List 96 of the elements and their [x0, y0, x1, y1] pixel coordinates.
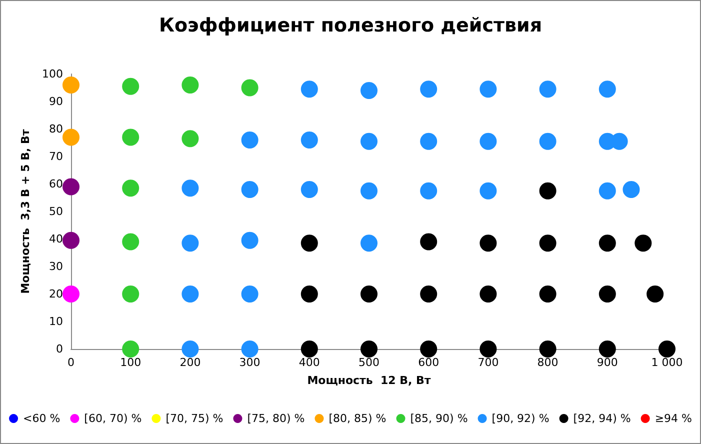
point: [480, 132, 497, 150]
point: [62, 232, 80, 249]
y-tick-label: 10: [49, 315, 63, 328]
point: [122, 180, 140, 197]
legend-label: [60, 70) %: [84, 412, 142, 425]
point: [420, 233, 438, 250]
point: [360, 234, 378, 252]
y-tick-label: 0: [56, 342, 63, 356]
point: [539, 340, 556, 358]
point: [241, 286, 258, 302]
y-tick-label: 40: [49, 232, 63, 246]
point: [62, 128, 80, 146]
legend-label: [80, 85) %: [328, 412, 386, 425]
point: [62, 76, 80, 94]
point: [182, 234, 199, 252]
legend-label: [90, 92) %: [492, 412, 550, 425]
legend-label: [75, 80) %: [247, 412, 305, 425]
point: [480, 286, 497, 302]
x-axis-title: Мощность 12 В, Вт: [307, 374, 432, 387]
point: [300, 132, 318, 148]
point: [420, 80, 438, 98]
point: [182, 130, 199, 148]
point: [122, 78, 140, 95]
point: [241, 181, 258, 198]
y-tick-label: 50: [49, 205, 63, 218]
point: [360, 82, 378, 99]
point: [122, 286, 140, 302]
x-tick-label: 600: [418, 356, 440, 369]
point: [360, 182, 378, 200]
point: [300, 286, 318, 302]
x-tick-label: 800: [537, 356, 558, 369]
x-tick-label: 700: [478, 356, 499, 369]
point: [480, 340, 497, 358]
point: [241, 232, 258, 249]
point: [539, 286, 556, 302]
point: [480, 182, 497, 200]
y-tick-label: 20: [49, 288, 63, 300]
chart-title: Коэффициент полезного действия: [158, 14, 542, 36]
point: [360, 286, 378, 302]
point: [480, 234, 497, 252]
y-tick-label: 60: [49, 178, 63, 190]
legend-label: <60 %: [23, 412, 60, 425]
point: [241, 132, 258, 148]
point: [300, 340, 318, 358]
x-tick-label: 900: [596, 356, 618, 369]
point: [480, 80, 497, 98]
point: [539, 234, 556, 252]
point: [122, 340, 140, 358]
point: [598, 234, 616, 252]
point: [122, 233, 140, 250]
point: [658, 340, 676, 358]
legend-label: ≥94 %: [654, 412, 692, 425]
y-tick-label: 30: [49, 260, 63, 273]
point: [300, 234, 318, 252]
point: [539, 80, 556, 98]
y-tick-label: 80: [49, 122, 63, 136]
point: [598, 286, 616, 302]
point: [182, 76, 199, 94]
x-tick-label: 100: [120, 356, 142, 369]
point: [539, 132, 556, 150]
point: [300, 181, 318, 198]
point: [420, 286, 438, 302]
x-tick-label: 200: [180, 356, 201, 369]
x-tick-label: 400: [298, 356, 320, 369]
point: [622, 181, 640, 198]
point: [598, 182, 616, 200]
point: [62, 286, 80, 302]
point: [241, 79, 258, 96]
point: [360, 340, 378, 358]
point: [300, 80, 318, 98]
point: [360, 132, 378, 150]
x-tick-label: 0: [68, 356, 74, 369]
x-tick-label: 500: [358, 356, 380, 369]
y-tick-label: 90: [49, 95, 63, 108]
x-tick-label: 300: [239, 356, 260, 369]
point: [122, 128, 140, 146]
point: [62, 178, 80, 196]
point: [182, 286, 199, 302]
legend-label: [92, 94) %: [573, 412, 631, 425]
point: [420, 340, 438, 358]
point: [539, 182, 556, 200]
point: [241, 340, 258, 358]
y-tick-label: 70: [49, 150, 63, 163]
legend-label: [85, 90) %: [410, 412, 468, 425]
point: [598, 80, 616, 98]
point: [182, 340, 199, 358]
x-tick-label: 1 000: [651, 356, 683, 369]
point: [634, 234, 652, 252]
legend-label: [70, 75) %: [166, 412, 224, 425]
y-axis-title: Мощность 3,3 В + 5 В, Вт: [19, 128, 32, 294]
point: [646, 286, 664, 302]
point: [420, 182, 438, 200]
point: [182, 180, 199, 197]
point: [598, 340, 616, 358]
point: [420, 132, 438, 150]
y-tick-label: 100: [42, 68, 63, 80]
